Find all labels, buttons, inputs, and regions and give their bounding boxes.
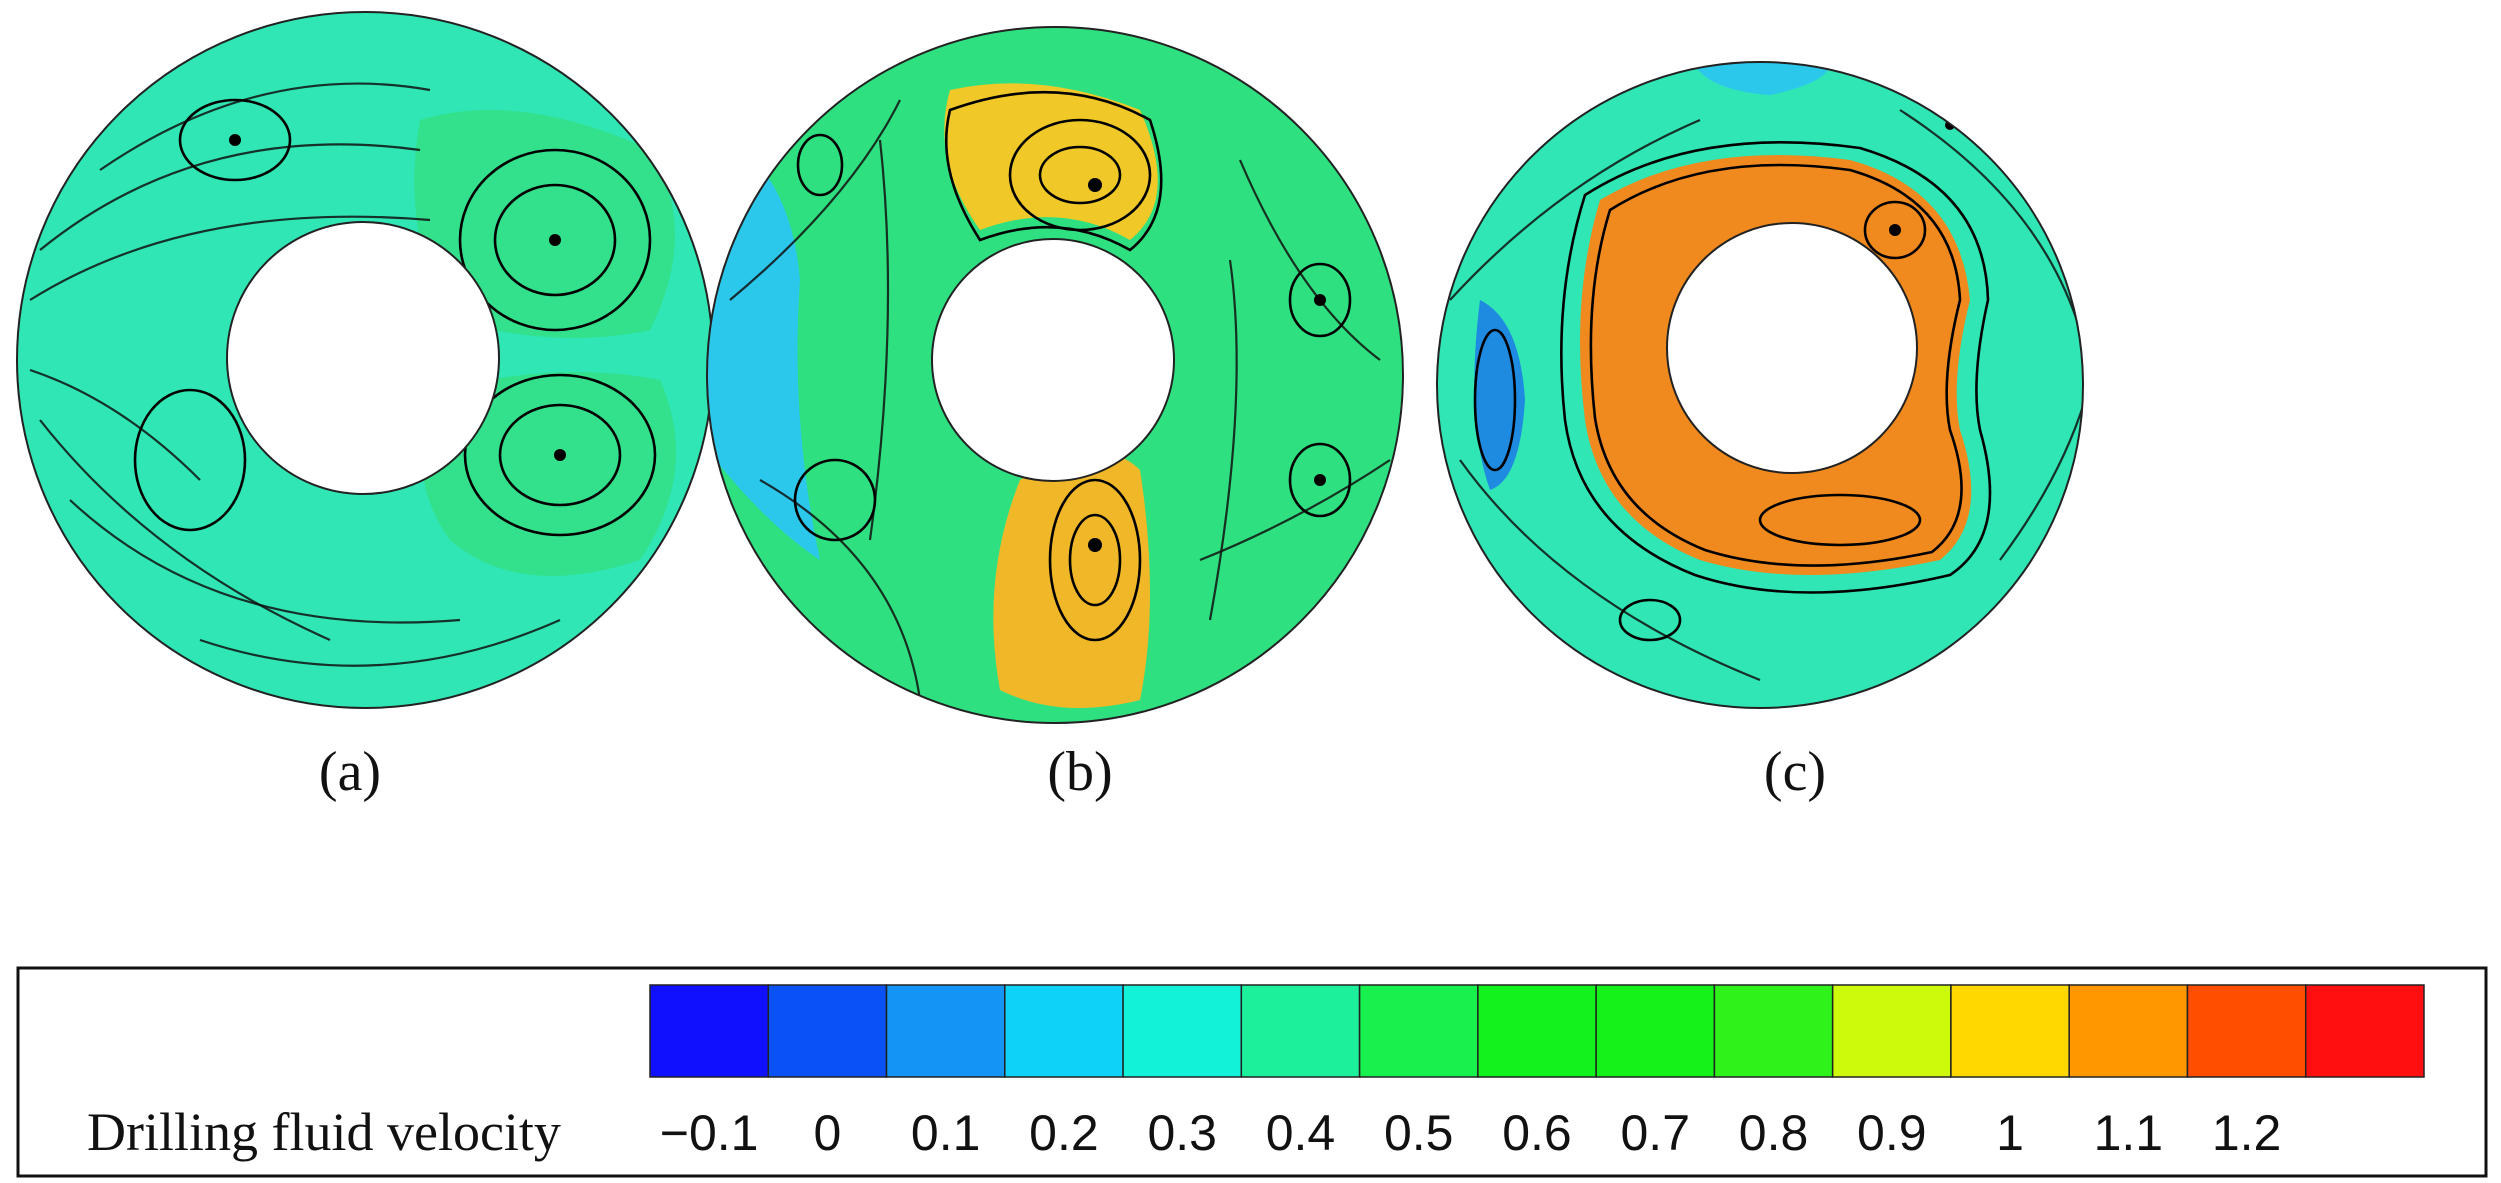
colorbar-tick-label-0: −0.1 xyxy=(660,1105,759,1161)
colorbar-bin-11 xyxy=(1950,984,2070,1078)
panel-c-label: (c) xyxy=(1764,741,1826,803)
colorbar-tick-label-10: 0.9 xyxy=(1857,1105,1927,1161)
panel-a-right-vortex-upper xyxy=(414,110,675,338)
legend: Drilling fluid velocity −0.1 0 0.1 0.2 0.3 0.… xyxy=(16,966,2488,1178)
colorbar-bin-12 xyxy=(2068,984,2189,1078)
colorbar-bin-13 xyxy=(2186,984,2307,1078)
colorbar-bin-6 xyxy=(1358,984,1479,1078)
panel-a-velocity-field xyxy=(0,0,730,730)
colorbar-tick-label-3: 0.2 xyxy=(1029,1105,1099,1161)
panel-b-velocity-field xyxy=(700,20,1420,740)
panel-b-drill-pipe xyxy=(931,238,1175,482)
colorbar-tick-label-7: 0.6 xyxy=(1502,1105,1572,1161)
panel-c-velocity-field xyxy=(1430,47,2110,730)
panel-a: (a) xyxy=(0,0,730,803)
colorbar-bin-10 xyxy=(1831,984,1952,1078)
colorbar-tick-label-13: 1.2 xyxy=(2212,1105,2282,1161)
colorbar xyxy=(649,984,2425,1078)
colorbar-bin-1 xyxy=(767,984,888,1078)
colorbar-bin-4 xyxy=(1122,984,1243,1078)
panel-c-top-patch xyxy=(1690,47,1832,95)
colorbar-tick-label-12: 1.1 xyxy=(2094,1105,2164,1161)
panel-c-outer-wall xyxy=(1436,61,2084,709)
colorbar-bin-14 xyxy=(2304,984,2425,1078)
panel-b-left-edge xyxy=(700,120,820,560)
panel-a-right-vortex-lower xyxy=(422,372,676,576)
panel-c: (c) xyxy=(1430,47,2110,803)
colorbar-tick-label-6: 0.5 xyxy=(1384,1105,1454,1161)
legend-title: Drilling fluid velocity xyxy=(87,1102,561,1162)
panel-b: (b) xyxy=(700,20,1420,803)
panel-c-drill-pipe xyxy=(1666,222,1918,474)
colorbar-bin-5 xyxy=(1240,984,1361,1078)
panel-b-outer-wall xyxy=(706,26,1404,724)
panel-c-inner-ring xyxy=(1580,155,1972,575)
colorbar-tick-label-2: 0.1 xyxy=(911,1105,981,1161)
colorbar-tick-label-9: 0.8 xyxy=(1739,1105,1809,1161)
panel-c-streamlines xyxy=(1449,109,2087,682)
colorbar-tick-label-5: 0.4 xyxy=(1266,1105,1336,1161)
colorbar-bin-3 xyxy=(1004,984,1124,1078)
colorbar-bin-0 xyxy=(649,984,770,1078)
colorbar-tick-label-4: 0.3 xyxy=(1147,1105,1217,1161)
colorbar-bin-9 xyxy=(1713,984,1834,1078)
panel-b-streamlines xyxy=(729,90,1391,701)
panel-a-streamlines xyxy=(29,82,657,667)
colorbar-tick-label-8: 0.7 xyxy=(1621,1105,1691,1161)
colorbar-bin-8 xyxy=(1595,984,1716,1078)
panel-c-left-patch xyxy=(1474,300,1525,490)
panel-b-label: (b) xyxy=(1047,741,1112,803)
panel-a-drill-pipe xyxy=(226,221,500,495)
colorbar-tick-label-11: 1 xyxy=(1996,1105,2024,1161)
colorbar-tick-labels: −0.1 0 0.1 0.2 0.3 0.4 0.5 0.6 0.7 0.8 0.9 1 1.1 1.2 xyxy=(660,1105,2282,1161)
colorbar-bin-7 xyxy=(1477,984,1597,1078)
panel-a-label: (a) xyxy=(319,741,381,803)
colorbar-bin-2 xyxy=(885,984,1006,1078)
colorbar-tick-label-1: 0 xyxy=(813,1105,841,1161)
